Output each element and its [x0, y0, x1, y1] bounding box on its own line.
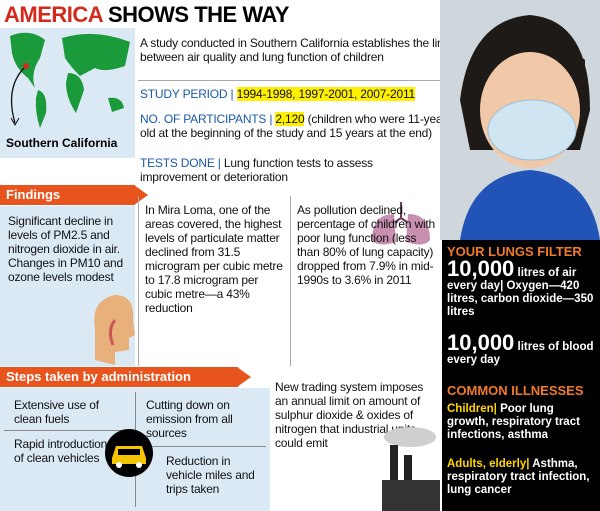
decoration	[118, 449, 140, 455]
decoration	[237, 367, 251, 387]
text: Poor lung growth, respiratory tract infe…	[447, 403, 580, 441]
decoration	[35, 90, 47, 128]
amount: 10,000	[447, 256, 515, 281]
map-label: Southern California	[6, 136, 118, 150]
air-fact: 10,000 litres of air every day| Oxygen—4…	[447, 258, 597, 319]
step: Reduction in vehicle miles and trips tak…	[166, 454, 255, 496]
finding: As pollution declined, percentage of chi…	[297, 203, 436, 287]
decoration	[384, 427, 436, 447]
decoration	[382, 480, 440, 511]
value: 2,120	[275, 112, 305, 126]
text: litres of air every day| Oxygen—420 litr…	[447, 267, 594, 318]
child-photo	[440, 0, 600, 240]
decoration	[10, 32, 45, 88]
study-intro: A study conducted in Southern California…	[140, 36, 450, 64]
decoration	[138, 80, 458, 81]
decoration	[136, 462, 142, 468]
label: NO. OF PARTICIPANTS |	[140, 112, 273, 126]
decoration	[62, 33, 130, 76]
label: TESTS DONE |	[140, 156, 221, 170]
findings-heading: Findings	[0, 185, 135, 205]
decoration	[108, 319, 117, 346]
lungs-icon	[372, 202, 430, 245]
title-highlight: AMERICA	[4, 2, 103, 27]
step: Cutting down on emission from all source…	[146, 398, 233, 440]
group: Children|	[447, 403, 497, 415]
label: STUDY PERIOD |	[140, 87, 234, 101]
lungs-heading: YOUR LUNGS FILTER	[447, 244, 582, 259]
factory-icon	[382, 427, 440, 511]
steps-heading: Steps taken by administration	[0, 367, 238, 387]
map-panel: Southern California	[0, 28, 135, 158]
decoration	[134, 185, 148, 205]
group: Adults, elderly|	[447, 458, 530, 470]
step: New trading system imposes an annual lim…	[275, 380, 424, 450]
study-tests: TESTS DONE | Lung function tests to asse…	[140, 156, 440, 184]
decoration	[390, 445, 398, 511]
study-participants: NO. OF PARTICIPANTS | 2,120 (children wh…	[140, 112, 458, 140]
value: Lung function tests to assess improvemen…	[140, 156, 373, 184]
step: Rapid introduction of clean vehicles	[14, 437, 108, 465]
car-icon	[105, 429, 153, 477]
finding: In Mira Loma, one of the areas covered, …	[145, 203, 283, 315]
decoration	[138, 196, 139, 366]
decoration	[372, 214, 396, 245]
decoration	[10, 117, 20, 127]
study-period: STUDY PERIOD | 1994-1998, 1997-2001, 200…	[140, 87, 460, 101]
decoration	[108, 97, 124, 112]
text: Asthma, respiratory tract infection, lun…	[447, 458, 590, 496]
decoration	[460, 170, 600, 240]
decoration	[140, 446, 266, 447]
illness: Children| Poor lung growth, respiratory …	[447, 403, 597, 442]
decoration	[487, 99, 577, 161]
decoration	[478, 33, 585, 75]
decoration	[290, 196, 291, 366]
facts-panel	[442, 240, 600, 511]
decoration	[134, 185, 148, 205]
decoration	[10, 67, 25, 124]
illnesses-heading: COMMON ILLNESSES	[447, 383, 584, 398]
decoration	[4, 430, 132, 431]
decoration	[406, 214, 430, 245]
decoration	[94, 295, 135, 365]
decoration	[66, 73, 84, 113]
head-icon	[94, 295, 135, 365]
detail: (children who were 11-year-old at the be…	[140, 112, 451, 140]
title-rest: SHOWS THE WAY	[107, 2, 289, 27]
world-map	[10, 32, 130, 128]
illness: Adults, elderly| Asthma, respiratory tra…	[447, 458, 597, 497]
value: 1994-1998, 1997-2001, 2007-2011	[236, 87, 415, 101]
decoration	[116, 462, 122, 468]
amount: 10,000	[447, 330, 515, 355]
finding: Significant decline in levels of PM2.5 a…	[8, 214, 123, 284]
decoration	[237, 367, 251, 387]
blood-fact: 10,000 litres of blood every day	[447, 332, 597, 367]
title: AMERICA SHOWS THE WAY	[4, 2, 289, 28]
decoration	[23, 63, 29, 69]
step: Extensive use of clean fuels	[14, 398, 99, 426]
text: litres of blood every day	[447, 341, 594, 366]
